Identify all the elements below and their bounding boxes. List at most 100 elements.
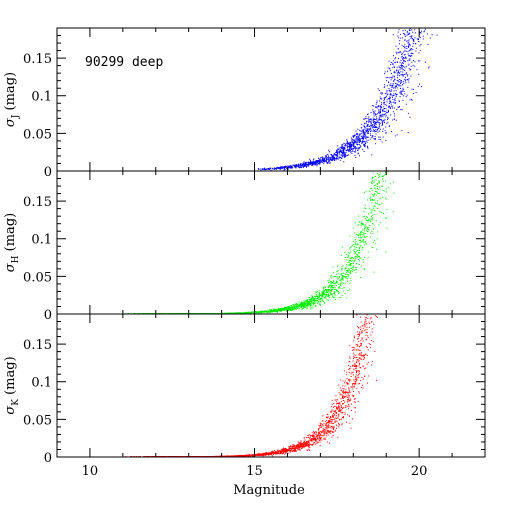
data-point-K: [357, 374, 359, 376]
data-point-K: [330, 411, 332, 413]
data-point-H: [389, 183, 391, 185]
data-point-K: [267, 452, 269, 454]
data-point-J: [386, 85, 388, 87]
data-point-J: [305, 163, 306, 164]
data-point-K: [325, 427, 327, 429]
data-point-J: [353, 139, 355, 141]
data-point-J: [409, 36, 411, 37]
data-point-H: [362, 234, 364, 236]
data-point-H: [309, 304, 311, 305]
data-point-J: [407, 34, 409, 35]
data-point-J: [371, 119, 373, 121]
data-point-J: [407, 86, 409, 88]
data-point-H: [323, 292, 325, 294]
data-point-K: [225, 455, 227, 457]
data-point-J: [389, 101, 391, 103]
data-point-J: [392, 99, 394, 100]
data-point-J: [334, 153, 336, 155]
data-point-J: [419, 37, 421, 38]
data-point-J: [349, 150, 351, 152]
data-point-K: [325, 425, 327, 427]
data-point-J: [364, 141, 366, 143]
data-point-J: [356, 147, 358, 149]
data-point-K: [364, 322, 366, 324]
data-point-K: [333, 410, 335, 412]
data-point-H: [360, 223, 362, 225]
data-point-J: [327, 158, 329, 160]
data-point-J: [396, 66, 398, 68]
data-point-K: [360, 380, 362, 382]
data-point-H: [310, 305, 311, 307]
data-point-J: [401, 53, 403, 55]
data-point-H: [308, 297, 310, 299]
data-point-K: [358, 357, 360, 359]
data-point-K: [307, 436, 309, 438]
data-point-K: [292, 446, 294, 448]
data-point-J: [431, 34, 433, 36]
data-point-H: [337, 265, 338, 267]
data-point-K: [339, 410, 341, 412]
data-point-H: [378, 174, 380, 176]
data-point-J: [315, 160, 317, 162]
data-point-J: [283, 169, 285, 171]
data-point-J: [409, 49, 411, 51]
data-point-J: [364, 118, 366, 120]
data-point-H: [349, 257, 351, 259]
data-point-H: [340, 255, 342, 257]
data-point-K: [346, 371, 348, 373]
data-point-J: [341, 156, 343, 158]
data-point-K: [309, 437, 311, 439]
data-point-J: [384, 113, 386, 115]
data-point-J: [388, 82, 389, 84]
data-point-J: [400, 91, 402, 93]
data-point-H: [307, 304, 309, 306]
data-point-J: [350, 148, 352, 150]
data-point-J: [327, 162, 329, 164]
data-point-J: [328, 149, 330, 151]
data-point-H: [262, 311, 263, 313]
data-point-J: [396, 94, 398, 95]
data-point-J: [394, 62, 396, 64]
data-point-H: [371, 189, 373, 191]
data-point-J: [408, 55, 410, 57]
data-point-H: [382, 185, 384, 187]
data-point-H: [260, 312, 262, 313]
data-point-J: [390, 93, 392, 95]
data-point-H: [333, 280, 334, 282]
data-point-K: [321, 434, 323, 436]
data-point-J: [370, 112, 372, 113]
data-point-K: [346, 382, 348, 384]
data-point-H: [379, 204, 381, 206]
data-point-H: [262, 310, 264, 312]
data-point-H: [348, 252, 350, 254]
data-point-J: [349, 142, 351, 143]
data-point-J: [373, 115, 375, 117]
data-point-H: [294, 306, 296, 308]
data-point-K: [360, 367, 362, 369]
data-point-J: [361, 132, 363, 134]
data-point-J: [373, 124, 375, 126]
data-point-H: [371, 211, 373, 213]
data-point-J: [366, 136, 368, 138]
data-point-J: [397, 31, 399, 33]
data-point-K: [338, 405, 339, 407]
data-point-J: [397, 73, 399, 75]
data-point-J: [344, 143, 346, 145]
data-point-H: [269, 310, 271, 312]
data-point-J: [352, 142, 354, 144]
data-point-J: [414, 61, 416, 63]
data-point-H: [357, 234, 359, 236]
data-point-J: [419, 60, 421, 62]
data-point-K: [354, 411, 356, 413]
data-point-K: [274, 450, 275, 451]
data-point-J: [327, 154, 329, 156]
data-point-H: [367, 221, 369, 223]
data-point-H: [342, 279, 344, 281]
data-point-K: [354, 366, 356, 367]
data-point-J: [403, 91, 405, 92]
data-point-K: [342, 385, 344, 387]
data-point-J: [392, 96, 393, 98]
data-point-K: [336, 401, 338, 403]
data-point-J: [407, 64, 409, 66]
data-point-J: [403, 95, 405, 97]
